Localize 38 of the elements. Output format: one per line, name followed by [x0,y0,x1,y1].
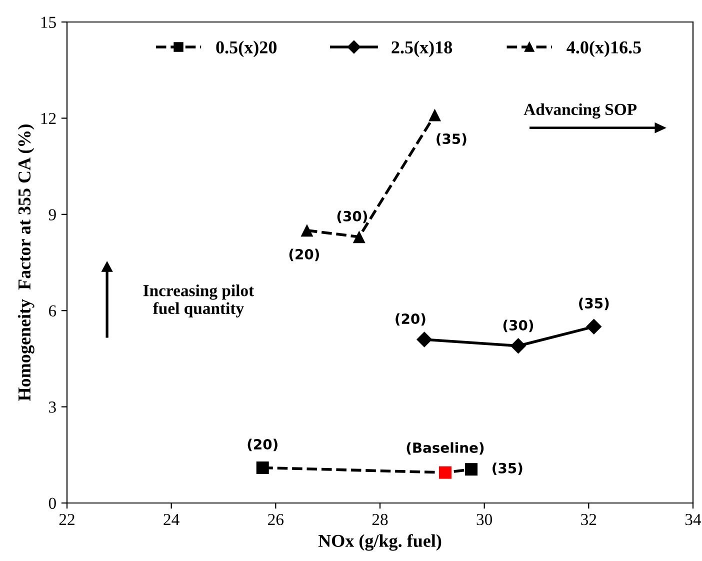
point [465,463,478,476]
y-tick-label: 12 [41,112,56,124]
x-tick-label: 32 [581,514,596,526]
x-tick-label: 28 [372,514,388,526]
x-tick-label: 30 [476,514,492,526]
annotation: (20) [396,313,426,326]
annotation: (35) [579,298,609,310]
y-tick-label: 3 [49,402,56,413]
y-tick-label: 15 [41,16,56,28]
y-axis-title: Homogeneity Factor at 355 CA (%) [18,124,34,401]
annotation: (30) [337,210,368,224]
legend-label: 4.0(x)16.5 [566,40,641,58]
annotation: (20) [248,438,278,452]
annotation: (20) [289,248,320,262]
y-tick-label: 6 [48,305,56,317]
point [428,108,442,122]
annotation: (35) [436,133,466,146]
x-tick-label: 22 [59,514,74,525]
annotation: (35) [492,462,522,475]
annotation: Increasing pilot fuel quantity [143,284,254,318]
x-tick-label: 34 [685,514,702,526]
legend-label: 2.5(x)18 [392,40,452,58]
x-axis-title: NOx (g/kg. fuel) [318,534,442,551]
point [416,332,432,348]
point [300,224,314,237]
point [438,466,452,479]
x-tick-label: 26 [268,514,284,526]
point [352,230,366,244]
y-tick-label: 0 [48,498,56,509]
annotation: Advancing SOP [524,103,637,119]
y-tick-label: 9 [48,209,56,220]
annotation: (Baseline) [406,442,484,455]
legend-label: 0.5(x)20 [216,40,277,58]
x-tick-label: 24 [164,514,180,525]
point [510,338,526,354]
point [256,461,269,474]
annotation: (30) [503,320,534,332]
point [586,318,602,334]
